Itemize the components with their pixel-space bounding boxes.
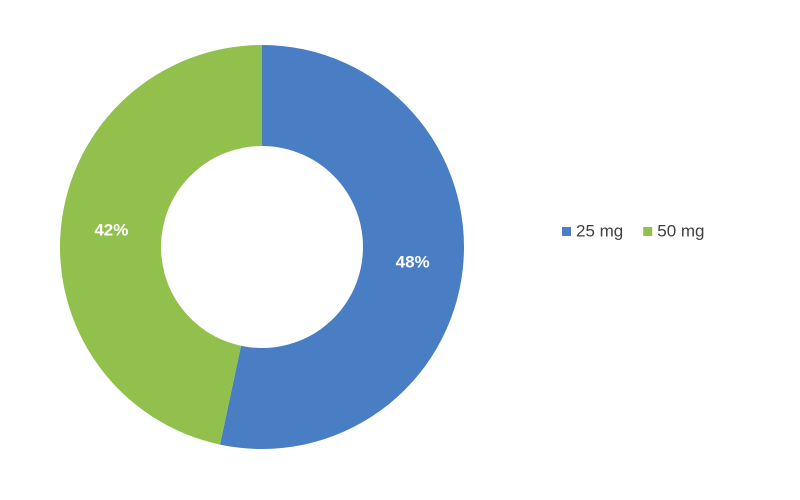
- legend-swatch: [562, 227, 571, 236]
- legend-label: 25 mg: [576, 221, 623, 240]
- value-label: 42%: [94, 221, 128, 240]
- legend-swatch: [643, 227, 653, 236]
- value-label: 48%: [396, 252, 430, 271]
- donut-slice: [220, 45, 464, 450]
- legend-label: 50 mg: [657, 221, 704, 240]
- donut-slice: [59, 45, 262, 445]
